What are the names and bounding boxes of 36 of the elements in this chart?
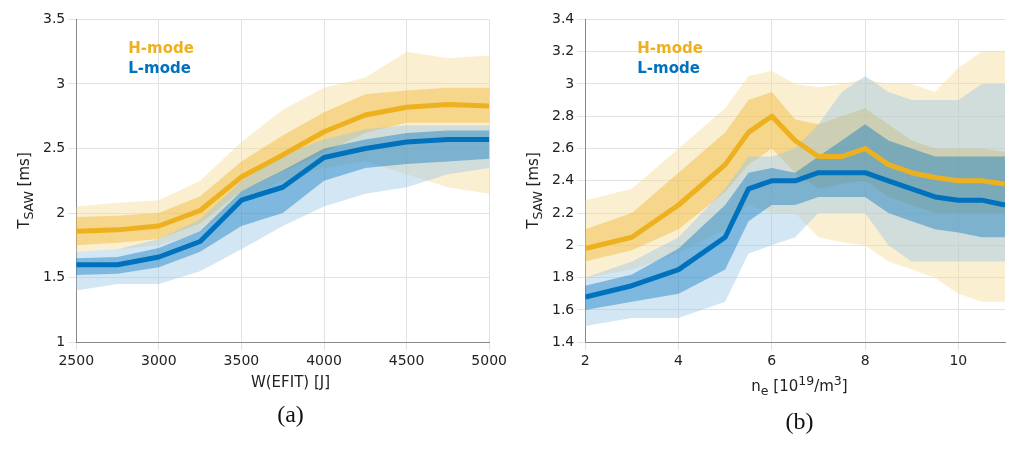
text: (b): [785, 408, 814, 435]
text: (a): [277, 401, 304, 428]
text: L-mode: [636, 58, 700, 77]
y-tick-label: 3.4: [551, 10, 574, 27]
y-tick-label: 1: [55, 332, 65, 349]
text: H-mode: [636, 38, 703, 57]
y-tick-label: 1.8: [551, 268, 574, 285]
x-tick-label: 8: [860, 352, 870, 369]
y-tick-label: 3.2: [551, 42, 574, 59]
x-axis-title: n$_{e}$ [10$^{19}$/m$^{3}$]: [751, 373, 848, 398]
x-tick-label: 3000: [140, 352, 177, 369]
y-tick-label: 2.8: [551, 106, 574, 123]
x-tick-label: 10: [948, 352, 967, 369]
y-tick-label: 2.4: [551, 171, 574, 188]
y-tick-label: 2: [55, 203, 65, 220]
y-tick-label: 2.6: [551, 139, 574, 156]
x-tick-label: 4: [673, 352, 683, 369]
x-tick-label: 2: [580, 352, 590, 369]
y-tick-label: 3: [55, 74, 65, 91]
y-tick-label: 1.5: [42, 268, 65, 285]
y-tick-label: 3: [564, 74, 574, 91]
x-tick-label: 2500: [57, 352, 94, 369]
x-tick-label: 4500: [388, 352, 424, 369]
x-tick-label: 4000: [305, 352, 342, 369]
y-tick-label: 3.5: [42, 10, 65, 27]
y-tick-label: 2.5: [42, 139, 65, 156]
text: L-mode: [127, 58, 191, 77]
text: H-mode: [127, 38, 194, 57]
y-tick-label: 2: [564, 236, 574, 252]
x-tick-label: 3500: [223, 352, 259, 369]
y-tick-label: 2.2: [551, 203, 574, 220]
x-axis-title: W(EFIT) [J]: [250, 373, 331, 391]
y-tick-label: 1.6: [551, 300, 574, 317]
x-tick-label: 6: [766, 352, 776, 369]
y-tick-label: 1.4: [551, 332, 574, 349]
x-tick-label: 5000: [470, 352, 507, 369]
